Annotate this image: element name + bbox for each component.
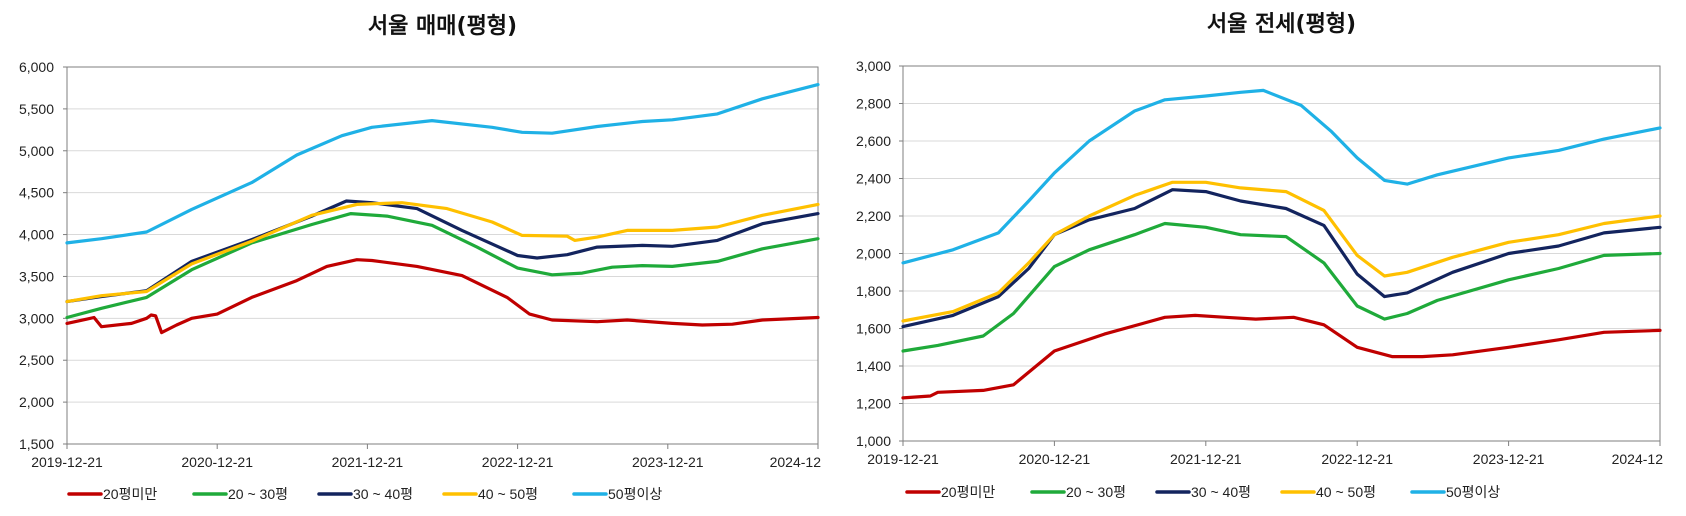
chart1-plot-area <box>66 66 819 445</box>
jeonse-price-chart: 서울 전세(평형) 1,000 1,200 1,400 1,600 1,800 2,000 2… <box>843 0 1686 516</box>
chart1-series-line-5 <box>65 82 820 245</box>
jeonse-price-chart-svg: 서울 전세(평형) 1,000 1,200 1,400 1,600 1,800 2,000 2… <box>856 12 1664 500</box>
chart1-y-tick-label: 4,000 <box>19 227 54 243</box>
chart2-legend-label-2: 20 ~ 30평 <box>1066 484 1126 500</box>
chart1-y-tick-label: 4,500 <box>19 185 54 201</box>
chart1-x-tick-label: 2023-12-21 <box>632 454 704 470</box>
chart2-y-tick-label: 2,800 <box>856 96 891 112</box>
chart1-y-tick-label: 1,500 <box>19 436 54 452</box>
chart2-x-tick-label: 2020-12-21 <box>1019 451 1091 467</box>
chart1-y-tick-label: 5,000 <box>19 143 54 159</box>
chart1-y-tick-label: 6,000 <box>19 59 54 75</box>
chart1-x-tick-label: 2021-12-21 <box>332 454 404 470</box>
chart1-legend-label-4: 40 ~ 50평 <box>478 486 538 502</box>
chart1-x-tick-label: 2019-12-21 <box>31 454 103 470</box>
sale-price-chart-svg: 서울 매매(평형) 1,500 2,000 2,500 3,000 3,500 4,000 4… <box>19 14 822 502</box>
chart1-y-tick-label: 2,500 <box>19 352 54 368</box>
chart1-legend-label-3: 30 ~ 40평 <box>353 486 413 502</box>
chart2-legend-label-3: 30 ~ 40평 <box>1191 484 1251 500</box>
chart1-legend-label-1: 20평미만 <box>103 486 157 502</box>
chart1-series-line-4 <box>65 201 820 304</box>
chart2-y-tick-label: 2,200 <box>856 208 891 224</box>
chart2-x-tick-label: 2019-12-21 <box>867 451 939 467</box>
chart2-y-tick-label: 1,800 <box>856 283 891 299</box>
chart1-x-tick-label: 2024-12 <box>770 454 822 470</box>
chart2-legend-label-4: 40 ~ 50평 <box>1316 484 1376 500</box>
chart2-title: 서울 전세(평형) <box>1207 12 1356 37</box>
chart2-x-tick-label: 2024-12 <box>1612 451 1664 467</box>
chart1-y-tick-label: 3,500 <box>19 268 54 284</box>
chart2-y-tick-label: 1,200 <box>856 396 891 412</box>
chart2-x-tick-label: 2023-12-21 <box>1473 451 1545 467</box>
chart1-title: 서울 매매(평형) <box>368 14 517 39</box>
chart2-series-line-3 <box>901 188 1662 329</box>
chart2-legend-label-1: 20평미만 <box>941 484 995 500</box>
chart2-y-tick-label: 2,600 <box>856 133 891 149</box>
chart1-y-tick-label: 5,500 <box>19 101 54 117</box>
chart2-legend-label-5: 50평이상 <box>1446 484 1500 500</box>
chart2-series-line-5 <box>901 88 1662 265</box>
chart1-legend-label-5: 50평이상 <box>608 486 662 502</box>
chart2-x-tick-label: 2022-12-21 <box>1321 451 1393 467</box>
chart2-series-line-4 <box>901 180 1662 323</box>
chart2-series-line-1 <box>901 313 1662 400</box>
chart1-legend-label-2: 20 ~ 30평 <box>228 486 288 502</box>
chart2-y-tick-label: 2,400 <box>856 171 891 187</box>
chart1-series-line-3 <box>65 199 820 304</box>
chart2-y-tick-label: 2,000 <box>856 246 891 262</box>
chart2-series-line-2 <box>901 221 1662 353</box>
chart2-x-tick-label: 2021-12-21 <box>1170 451 1242 467</box>
sale-price-chart: 서울 매매(평형) 1,500 2,000 2,500 3,000 3,500 4,000 4… <box>19 14 822 502</box>
chart1-x-tick-label: 2020-12-21 <box>181 454 253 470</box>
chart2-y-tick-label: 1,400 <box>856 358 891 374</box>
chart2-y-tick-label: 1,600 <box>856 321 891 337</box>
chart2-y-tick-label: 3,000 <box>856 58 891 74</box>
chart1-y-tick-label: 3,000 <box>19 310 54 326</box>
chart1-x-tick-label: 2022-12-21 <box>482 454 554 470</box>
chart1-series-line-1 <box>65 258 820 335</box>
chart1-y-tick-label: 2,000 <box>19 394 54 410</box>
chart2-y-tick-label: 1,000 <box>856 433 891 449</box>
chart1-series-line-2 <box>65 212 820 320</box>
